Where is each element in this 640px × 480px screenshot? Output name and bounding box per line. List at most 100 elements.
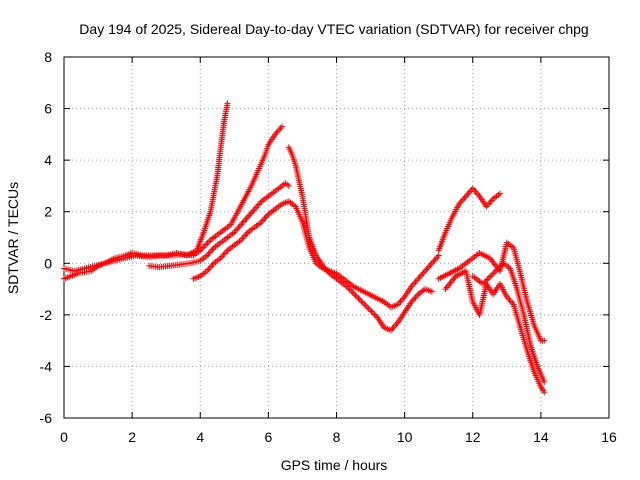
data-point-marker [435, 252, 442, 259]
data-point-marker [208, 247, 215, 254]
y-axis-label: SDTVAR / TECUs [5, 182, 21, 294]
data-point-marker [486, 200, 493, 207]
data-point-marker [471, 187, 478, 194]
data-point-marker [343, 283, 350, 290]
data-point-marker [240, 218, 247, 225]
data-point-marker [353, 293, 360, 300]
data-point-marker [479, 280, 486, 287]
data-point-marker [249, 209, 256, 216]
data-point-marker [223, 248, 230, 255]
series-arc-7 [435, 239, 548, 344]
data-point-marker [494, 266, 501, 273]
data-point-marker [345, 284, 352, 291]
data-point-marker [276, 126, 283, 133]
data-point-marker [411, 295, 418, 302]
data-point-marker [367, 307, 374, 314]
data-point-marker [484, 276, 491, 283]
data-point-marker [472, 188, 479, 195]
data-point-marker [412, 278, 419, 285]
data-point-marker [352, 292, 359, 299]
data-point-marker [424, 264, 431, 271]
data-point-marker [261, 215, 268, 222]
data-point-marker [279, 123, 285, 130]
data-point-marker [208, 263, 215, 270]
data-point-marker [264, 212, 271, 219]
data-point-marker [250, 207, 257, 214]
data-point-marker [277, 125, 284, 132]
x-tick-label: 4 [196, 429, 204, 445]
data-point-marker [541, 389, 548, 396]
series-arc-9 [469, 260, 548, 385]
data-point-marker [491, 269, 498, 276]
data-point-marker [427, 261, 434, 268]
data-point-marker [356, 296, 363, 303]
data-point-marker [257, 199, 264, 206]
y-tick-label: 0 [44, 255, 52, 271]
data-point-marker [428, 260, 435, 267]
data-point-marker [482, 277, 489, 284]
x-tick-label: 8 [333, 429, 341, 445]
data-point-marker [205, 251, 212, 258]
data-point-marker [209, 261, 216, 268]
data-point-marker [239, 220, 246, 227]
data-point-marker [488, 197, 495, 204]
data-point-marker [285, 182, 292, 189]
data-point-marker [254, 203, 261, 210]
data-point-marker [198, 245, 205, 252]
series-arc-3 [146, 180, 292, 271]
data-point-marker [346, 286, 353, 293]
x-tick-label: 16 [601, 429, 617, 445]
data-point-marker [232, 227, 239, 234]
data-point-marker [372, 312, 379, 319]
data-point-marker [416, 274, 423, 281]
data-point-marker [234, 226, 241, 233]
data-point-marker [349, 289, 356, 296]
data-point-marker [434, 254, 441, 261]
data-point-marker [488, 272, 495, 279]
y-tick-label: 2 [44, 204, 52, 220]
series-arc-2 [61, 123, 285, 275]
data-point-marker [497, 263, 504, 270]
data-point-marker [411, 280, 418, 287]
data-point-marker [224, 100, 231, 107]
data-point-marker [205, 266, 212, 273]
x-tick-label: 2 [128, 429, 136, 445]
data-point-marker [431, 257, 438, 264]
data-points [61, 100, 548, 396]
data-point-marker [432, 255, 439, 262]
data-point-marker [358, 298, 365, 305]
data-point-marker [206, 238, 213, 245]
data-point-marker [490, 270, 497, 277]
x-tick-labels: 0 2 4 6 8 10 12 14 16 [60, 429, 617, 445]
data-point-marker [417, 272, 424, 279]
data-point-marker [487, 198, 494, 205]
chart-title: Day 194 of 2025, Sidereal Day-to-day VTE… [79, 21, 588, 37]
axis-ticks [63, 56, 610, 419]
data-point-marker [412, 294, 419, 301]
data-point-marker [485, 275, 492, 282]
data-point-marker [496, 264, 503, 271]
data-point-marker [253, 204, 260, 211]
data-point-marker [368, 308, 375, 315]
data-point-marker [420, 269, 427, 276]
data-point-marker [461, 194, 468, 201]
data-point-marker [460, 196, 467, 203]
data-point-marker [413, 292, 420, 299]
data-point-marker [365, 305, 372, 312]
data-point-marker [351, 290, 358, 297]
data-point-marker [206, 249, 213, 256]
data-point-marker [458, 197, 465, 204]
data-point-marker [507, 298, 514, 305]
data-point-marker [197, 247, 204, 254]
data-point-marker [359, 299, 366, 306]
data-point-marker [364, 304, 371, 311]
x-tick-label: 10 [397, 429, 413, 445]
y-tick-labels: -6 -4 -2 0 2 4 6 8 [40, 49, 53, 426]
data-point-marker [240, 233, 247, 240]
data-point-marker [398, 296, 405, 303]
data-point-marker [428, 288, 435, 295]
data-point-marker [221, 250, 228, 257]
data-point-marker [361, 301, 368, 308]
data-point-marker [355, 295, 362, 302]
